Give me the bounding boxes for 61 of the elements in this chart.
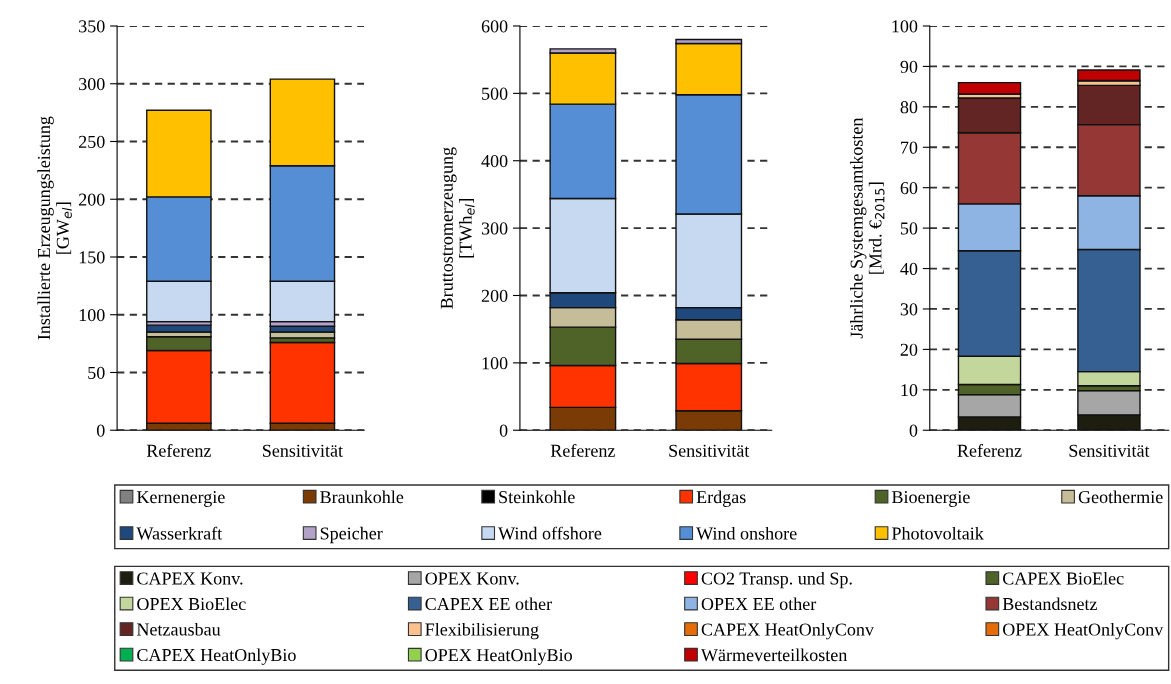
y-tick-label: 80	[900, 101, 918, 114]
legend-label: CO2 Transp. und Sp.	[701, 571, 852, 589]
y-tick-label: 10	[901, 384, 918, 397]
y-axis-title: Bruttostromerzeugung [TWh$_{el}$]	[440, 147, 475, 309]
legend-label: Geothermie	[1078, 490, 1163, 504]
legend-label: Braunkohle	[320, 490, 404, 504]
y-tick-label: 500	[482, 87, 508, 100]
y-tick-label: 200	[79, 193, 105, 206]
y-tick-label: 350	[79, 20, 105, 33]
y-tick-label: 100	[892, 20, 918, 33]
legend-label: Wind offshore	[498, 526, 602, 540]
legend-label: Netzausbau	[136, 622, 221, 636]
y-tick-label: 100	[79, 309, 105, 322]
y-axis-title: Jährliche Systemgesamtkosten [Mrd. €$_{2015}$]	[850, 117, 885, 339]
y-tick-label: 300	[481, 222, 508, 235]
x-tick-label: Sensitivität	[1069, 444, 1150, 457]
x-tick-label: Referenz	[146, 443, 211, 457]
x-tick-label: Sensitivität	[669, 444, 750, 457]
y-axis-title: Installierte Erzeugungsleistung [GW$_{el}$]	[37, 116, 72, 340]
x-tick-label: Referenz	[957, 443, 1022, 457]
y-tick-label: 300	[79, 78, 105, 91]
y-tick-label: 20	[900, 343, 918, 356]
y-tick-label: 40	[900, 262, 918, 275]
legend-label: Speicher	[320, 526, 383, 544]
y-tick-label: 30	[900, 303, 918, 316]
legend-label: Wind onshore	[696, 526, 797, 540]
y-tick-label: 400	[481, 155, 508, 168]
legend-label: Flexibilisierung	[425, 622, 539, 640]
y-tick-label: 50	[88, 366, 105, 379]
legend-label: OPEX EE other	[701, 597, 817, 611]
x-tick-label: Referenz	[550, 443, 615, 457]
y-tick-label: 100	[482, 357, 508, 370]
legend-label: Erdgas	[696, 490, 746, 507]
y-tick-label: 0	[909, 424, 918, 437]
legend-label: Wärmeverteilkosten	[700, 648, 848, 662]
legend-label: Bestandsnetz	[1002, 597, 1098, 611]
legend-label: CAPEX Konv.	[137, 572, 243, 585]
legend-label: CAPEX HeatOnlyBio	[137, 648, 296, 665]
y-tick-label: 90	[900, 60, 918, 73]
legend-label: CAPEX HeatOnlyConv	[701, 622, 874, 640]
y-tick-label: 0	[499, 424, 508, 437]
legend-label: CAPEX BioElec	[1003, 571, 1124, 585]
legend-label: Kernenergie	[136, 491, 225, 507]
y-tick-label: 50	[900, 222, 918, 235]
y-tick-label: 70	[901, 141, 918, 154]
legend-label: OPEX BioElec	[137, 597, 246, 611]
legend-label: Bioenergie	[891, 491, 970, 507]
legend-label: OPEX Konv.	[425, 572, 519, 585]
y-tick-label: 150	[79, 251, 105, 264]
y-tick-label: 200	[481, 289, 508, 302]
legend-label: OPEX HeatOnlyConv	[1003, 622, 1164, 640]
y-tick-label: 0	[96, 424, 105, 437]
legend-label: OPEX HeatOnlyBio	[425, 648, 572, 665]
y-tick-label: 250	[79, 135, 105, 148]
y-tick-label: 600	[481, 20, 508, 33]
y-tick-label: 60	[900, 181, 918, 195]
legend-label: Photovoltaik	[891, 526, 984, 540]
legend-label: Steinkohle	[499, 490, 575, 504]
x-tick-label: Sensitivität	[262, 444, 343, 457]
legend-label: CAPEX EE other	[425, 597, 552, 611]
legend-label: Wasserkraft	[136, 526, 223, 540]
